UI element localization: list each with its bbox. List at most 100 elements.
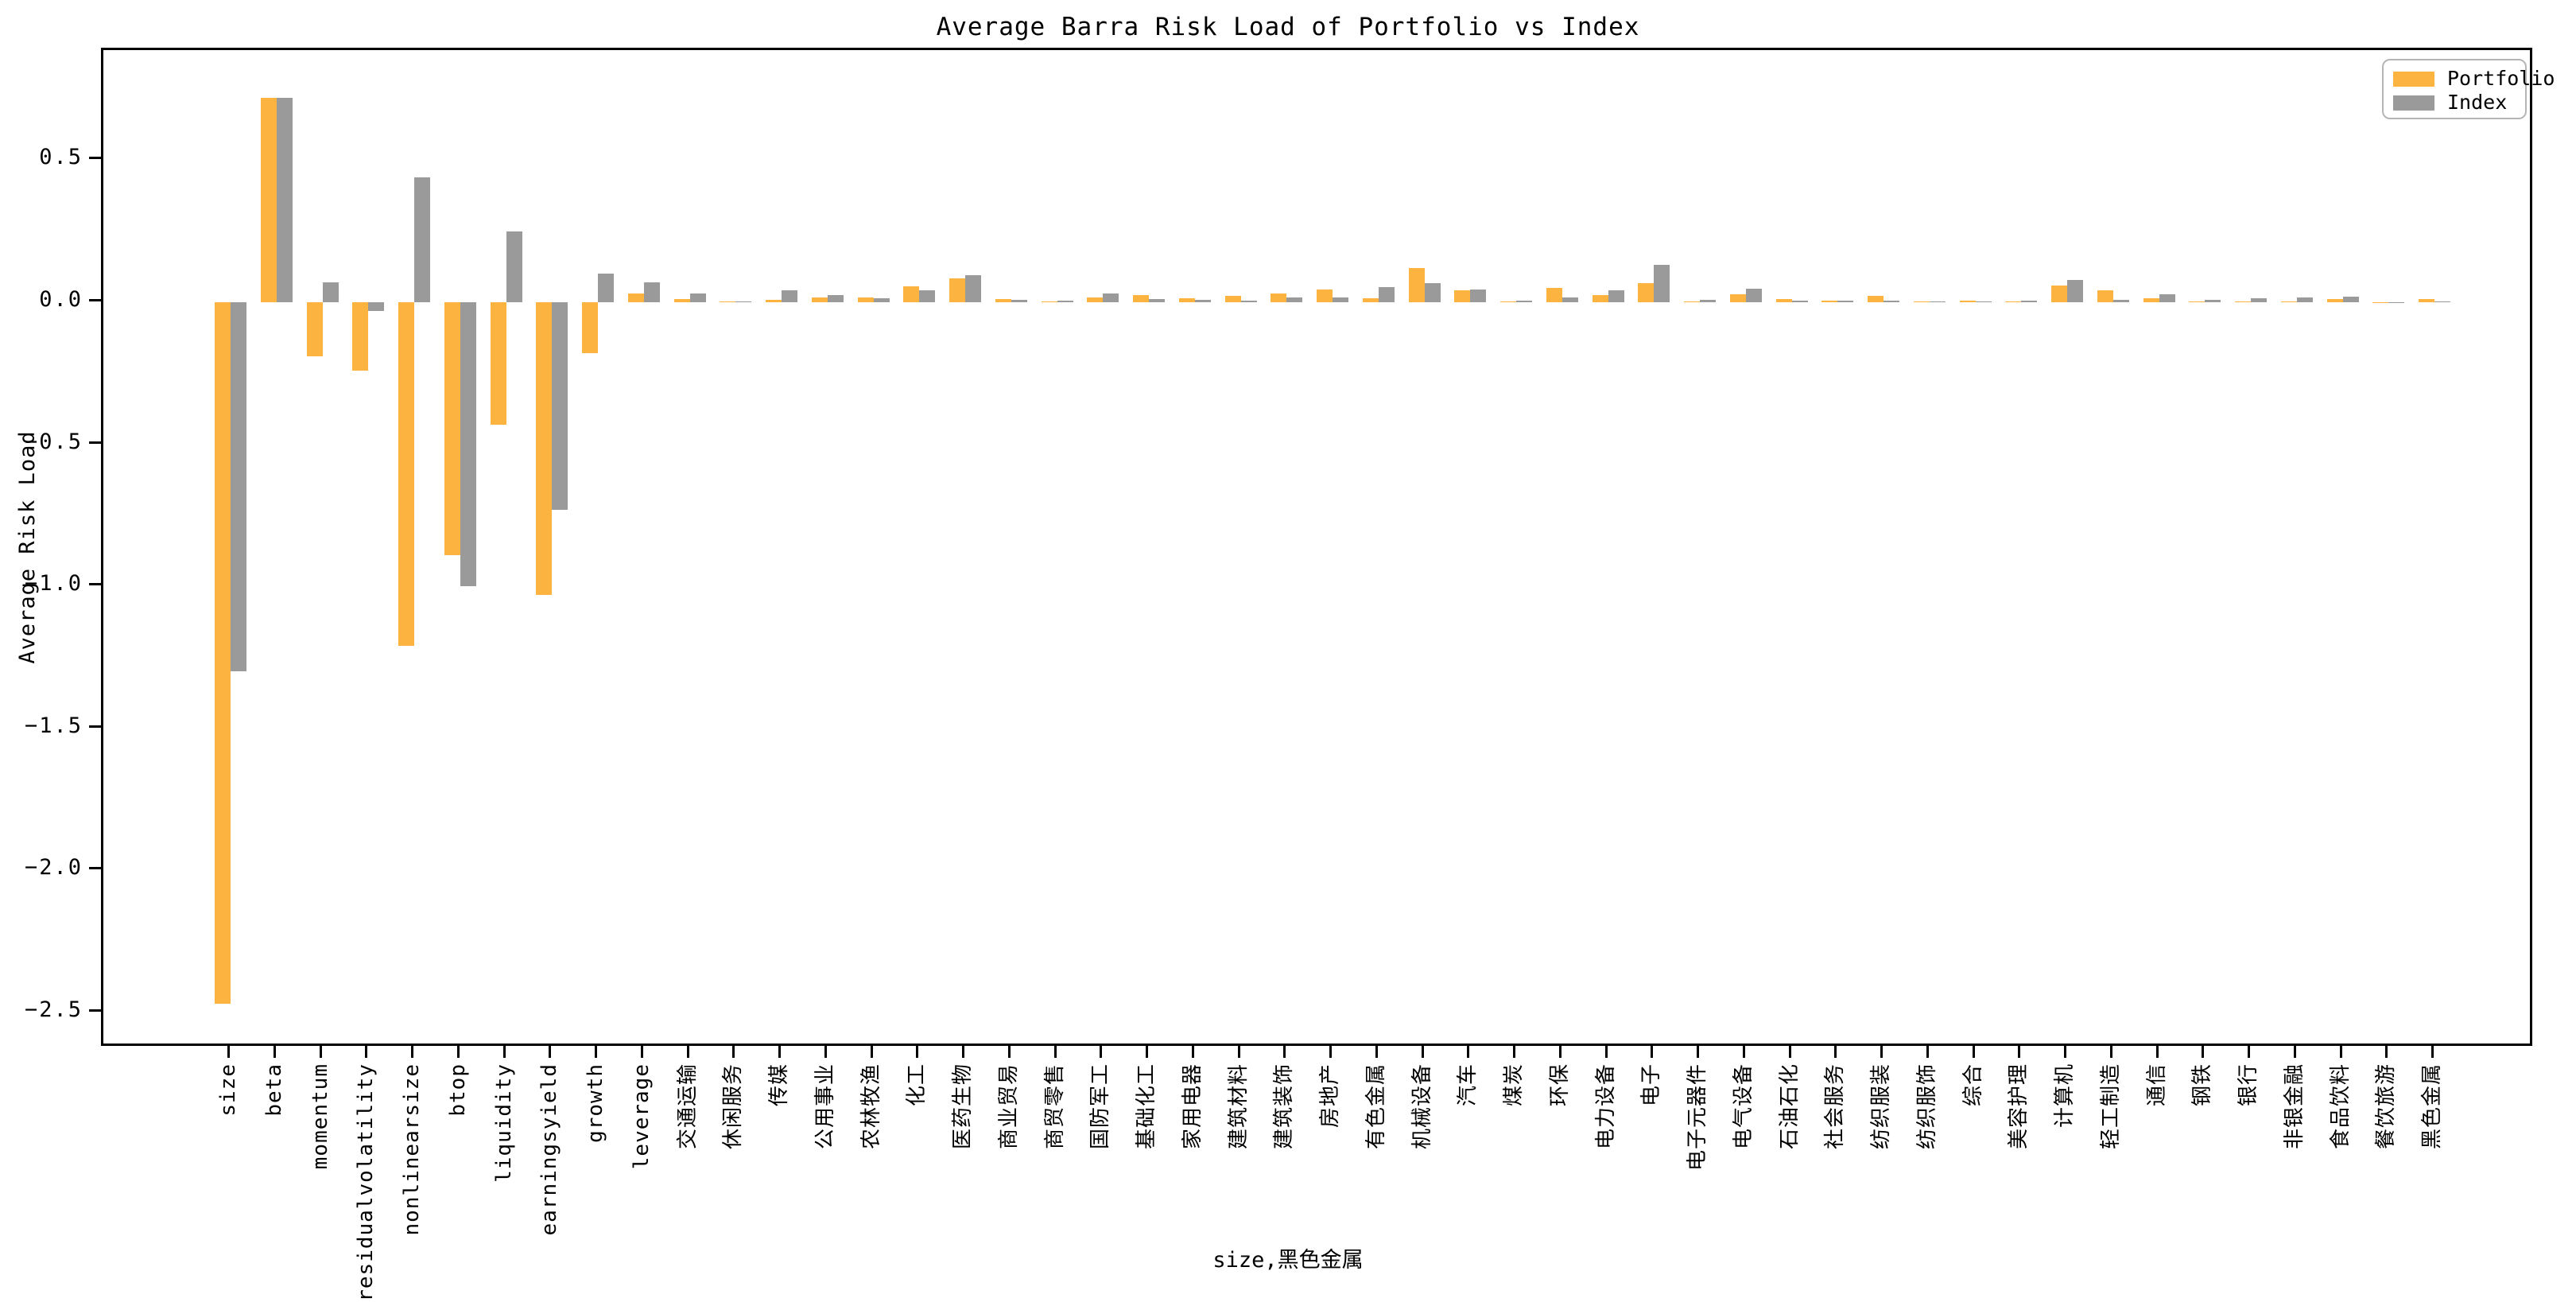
bar-portfolio [2051, 286, 2067, 302]
bar-index [827, 295, 844, 302]
bar-portfolio [1821, 301, 1838, 302]
bar-portfolio [1041, 301, 1057, 302]
x-tick-label: 轻工制造 [2098, 1063, 2123, 1150]
bar-index [2159, 294, 2175, 302]
x-tick-mark [1651, 1046, 1654, 1058]
x-tick-mark [411, 1046, 413, 1058]
bar-index [1700, 300, 1716, 302]
bar-index [1286, 297, 1303, 302]
legend-row-index: Index [2393, 91, 2516, 114]
x-tick-mark [1880, 1046, 1883, 1058]
x-tick-label: 银行 [2237, 1063, 2260, 1107]
x-tick-mark [962, 1046, 964, 1058]
x-tick-label: 黑色金属 [2420, 1063, 2444, 1150]
y-tick-mark [89, 441, 101, 444]
x-tick-mark [1697, 1046, 1699, 1058]
bar-index [1103, 293, 1119, 302]
bar-index [919, 290, 936, 302]
bar-portfolio [444, 302, 460, 555]
x-tick-label: 医药生物 [951, 1063, 975, 1150]
x-tick-mark [1283, 1046, 1286, 1058]
x-tick-label: 建筑装饰 [1272, 1063, 1297, 1150]
bar-portfolio [1638, 283, 1655, 302]
bar-index [2388, 302, 2405, 303]
bar-portfolio [2005, 301, 2022, 302]
x-tick-mark [1926, 1046, 1929, 1058]
x-tick-label: 休闲服务 [721, 1063, 746, 1150]
x-tick-label: 通信 [2144, 1063, 2169, 1107]
x-tick-mark [916, 1046, 919, 1058]
x-tick-mark [778, 1046, 781, 1058]
x-tick-label: 基础化工 [1135, 1063, 1158, 1150]
bar-portfolio [352, 302, 369, 371]
y-tick-label: 0.0 [39, 287, 83, 312]
x-tick-mark [2385, 1046, 2388, 1058]
bar-portfolio [1868, 296, 1884, 302]
x-tick-mark [1007, 1046, 1011, 1058]
bar-index [276, 98, 293, 302]
x-tick-label: 食品饮料 [2328, 1063, 2353, 1150]
x-tick-label: 汽车 [1456, 1063, 1480, 1107]
x-tick-mark [1513, 1046, 1515, 1058]
y-tick-mark [89, 299, 101, 301]
x-tick-label: btop [445, 1063, 470, 1117]
bar-portfolio [2097, 290, 2113, 302]
bar-portfolio [1271, 293, 1287, 302]
x-tick-label: 化工 [905, 1063, 929, 1107]
x-tick-mark [273, 1046, 276, 1058]
y-tick-label: −0.5 [24, 429, 83, 454]
bar-portfolio [306, 302, 323, 356]
x-tick-label: 商业贸易 [996, 1063, 1021, 1150]
bar-portfolio [1913, 301, 1930, 302]
bar-index [231, 302, 246, 671]
bar-portfolio [1775, 299, 1792, 302]
bar-portfolio [673, 299, 690, 302]
bar-index [322, 282, 339, 302]
bar-index [2205, 300, 2221, 302]
x-tick-mark [365, 1046, 368, 1058]
bar-index [552, 302, 568, 510]
x-tick-mark [2293, 1046, 2296, 1058]
bar-portfolio [1546, 288, 1562, 302]
legend-index-label: Index [2447, 91, 2508, 114]
x-tick-mark [640, 1046, 643, 1058]
bar-index [1837, 301, 1854, 302]
x-tick-mark [227, 1046, 230, 1058]
x-tick-mark [1375, 1046, 1378, 1058]
bar-portfolio [215, 302, 231, 1004]
bar-index [689, 293, 706, 302]
legend: Portfolio Index [2382, 59, 2555, 119]
bar-portfolio [1178, 298, 1195, 302]
bar-index [1194, 300, 1211, 302]
x-tick-label: 机械设备 [1410, 1063, 1434, 1150]
bar-index [2342, 297, 2359, 302]
x-tick-mark [732, 1046, 735, 1058]
x-tick-label: 煤炭 [1502, 1063, 1526, 1107]
x-tick-label: beta [262, 1063, 286, 1117]
bar-portfolio [2326, 299, 2343, 302]
x-tick-label: size [216, 1063, 240, 1117]
x-tick-mark [870, 1046, 873, 1058]
y-tick-label: −1.0 [24, 571, 83, 596]
x-tick-mark [456, 1046, 460, 1058]
x-tick-label: 公用事业 [813, 1063, 837, 1150]
y-tick-mark [89, 725, 101, 728]
y-tick-mark [89, 157, 101, 159]
x-tick-mark [1604, 1046, 1608, 1058]
bar-index [1975, 301, 1992, 302]
bar-index [1929, 301, 1946, 302]
bar-index [782, 290, 797, 302]
x-tick-label: 电力设备 [1593, 1063, 1618, 1150]
plot-area [101, 48, 2532, 1046]
x-tick-label: 餐饮旅游 [2374, 1063, 2399, 1150]
bar-index [1745, 289, 1762, 302]
x-tick-label: leverage [629, 1063, 654, 1170]
bar-index [1057, 301, 1073, 302]
x-tick-mark [1788, 1046, 1791, 1058]
bar-index [368, 302, 385, 311]
x-tick-label: growth [584, 1063, 607, 1143]
bar-index [1378, 287, 1395, 302]
x-tick-mark [595, 1046, 597, 1058]
x-tick-mark [1329, 1046, 1332, 1058]
x-tick-mark [1742, 1046, 1745, 1058]
